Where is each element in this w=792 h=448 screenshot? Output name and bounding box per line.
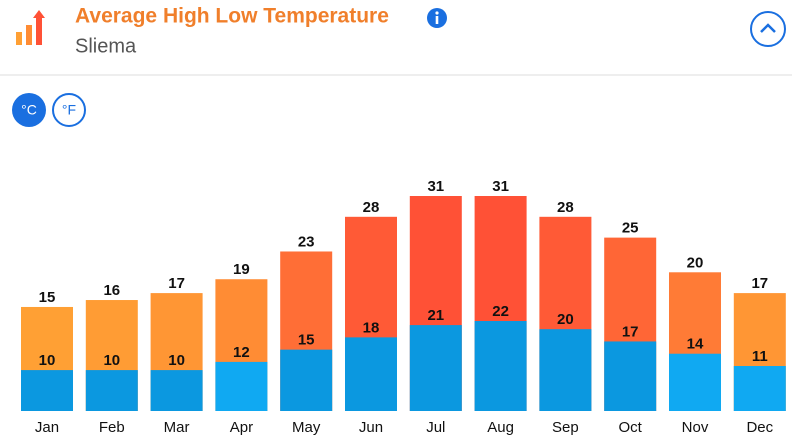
value-label: 20 [557, 311, 574, 328]
unit-label[interactable]: °C [21, 102, 37, 118]
low-bar [150, 370, 203, 411]
x-tick-label: Aug [487, 419, 514, 436]
value-label: 28 [363, 199, 380, 216]
value-label: 23 [298, 233, 315, 250]
x-tick-label: Nov [682, 419, 709, 436]
value-label: 17 [751, 275, 768, 292]
value-label: 17 [622, 323, 639, 340]
plot: 15 16 17 19 23 28 31 31 28 25 20 17 10 10 10 12 15 18 21 22… [21, 178, 786, 436]
value-label: 16 [103, 282, 120, 299]
logo-icon [16, 10, 45, 45]
value-label: 10 [168, 352, 185, 369]
value-label: 14 [687, 336, 704, 353]
fahrenheit-button[interactable]: °F [52, 93, 86, 127]
celsius-button[interactable]: °C [12, 93, 46, 127]
value-label: 21 [427, 307, 444, 324]
low-bar [21, 370, 73, 411]
low-bar [733, 366, 786, 411]
x-tick-label: Sep [552, 419, 579, 436]
x-tick-label: Oct [619, 419, 643, 436]
low-bar [604, 341, 657, 411]
value-label: 10 [39, 352, 56, 369]
value-label: 18 [363, 319, 380, 336]
x-tick-label: Mar [164, 419, 190, 436]
unit-label[interactable]: °F [62, 102, 76, 118]
title: Average High Low Temperature [75, 5, 389, 28]
value-label: 17 [168, 275, 185, 292]
low-bar [474, 321, 527, 411]
subtitle: Sliema [75, 35, 137, 57]
low-bar [280, 349, 333, 411]
value-label: 25 [622, 220, 639, 237]
value-label: 12 [233, 344, 250, 361]
x-tick-label: Jun [359, 419, 383, 436]
value-label: 10 [103, 352, 120, 369]
value-label: 11 [752, 348, 768, 365]
x-tick-label: Feb [99, 419, 125, 436]
low-bar [345, 337, 397, 411]
value-label: 15 [39, 289, 56, 306]
low-bar [409, 325, 462, 411]
low-bar [669, 353, 721, 411]
x-tick-label: Dec [746, 419, 773, 436]
x-tick-label: Jan [35, 419, 59, 436]
value-label: 20 [687, 254, 704, 271]
x-tick-label: Apr [230, 419, 253, 436]
value-label: 31 [427, 178, 444, 195]
x-tick-label: Jul [426, 419, 445, 436]
value-label: 19 [233, 261, 250, 278]
value-label: 15 [298, 332, 315, 349]
info-button[interactable] [427, 8, 447, 28]
collapse-button[interactable] [750, 11, 786, 47]
low-bar [85, 370, 138, 411]
value-label: 31 [492, 178, 509, 195]
low-bar [539, 329, 592, 411]
x-tick-label: May [292, 419, 321, 436]
value-label: 28 [557, 199, 574, 216]
value-label: 22 [492, 303, 509, 320]
low-bar [215, 361, 268, 411]
